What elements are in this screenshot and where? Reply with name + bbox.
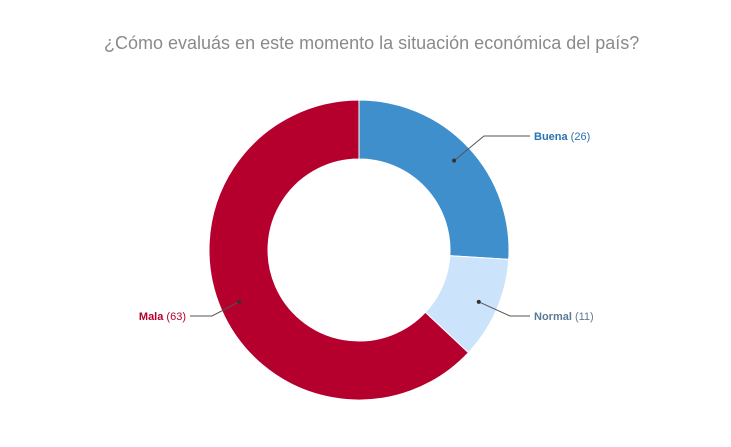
leader-line-normal — [478, 301, 530, 317]
slice-label-name: Buena — [534, 131, 569, 143]
slice-labels: Buena (26) Normal (11) Mala (63) — [139, 131, 594, 323]
slice-mala — [208, 99, 470, 401]
slice-label-name: Normal — [534, 311, 572, 323]
slice-label-buena: Buena (26) — [534, 131, 590, 143]
slice-label-normal: Normal (11) — [534, 311, 594, 323]
label-leaders — [190, 135, 530, 317]
leader-line-buena — [453, 135, 530, 162]
chart-title: ¿Cómo evaluás en este momento la situaci… — [104, 33, 640, 53]
slice-label-value: (63) — [163, 311, 186, 323]
leader-dot-buena — [452, 158, 457, 163]
donut-slices — [208, 99, 510, 401]
slice-label-name: Mala — [139, 311, 164, 323]
leader-dot-normal — [476, 299, 481, 304]
slice-label-value: (11) — [572, 311, 594, 323]
slice-label-mala: Mala (63) — [139, 311, 186, 323]
slice-buena — [358, 99, 510, 260]
leader-line-mala — [190, 301, 240, 317]
slice-label-value: (26) — [568, 131, 591, 143]
leader-dot-mala — [237, 299, 242, 304]
